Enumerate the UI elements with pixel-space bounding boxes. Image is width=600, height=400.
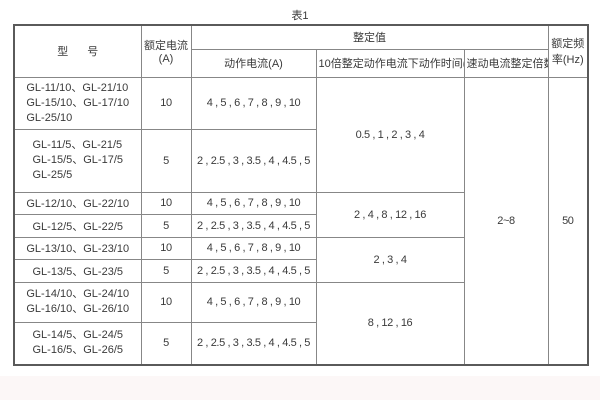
model-cell: GL-13/5、GL-23/5: [13, 258, 142, 283]
operating-current-cell: 2 , 2.5 , 3 , 3.5 , 4 , 4.5 , 5: [190, 321, 317, 366]
model-line: GL-15/10、GL-17/10: [26, 96, 130, 109]
model-cell: GL-13/10、GL-23/10: [13, 236, 142, 260]
model-line: GL-16/10、GL-26/10: [26, 303, 130, 315]
model-line: GL-11/5、GL-21/5: [32, 139, 123, 151]
operating-time-cell: 0.5 , 1 , 2 , 3 , 4: [315, 76, 465, 193]
model-cell: GL-14/5、GL-24/5 GL-16/5、GL-26/5: [13, 321, 142, 366]
model-cell: GL-12/5、GL-22/5: [13, 213, 142, 238]
header-model: 型 号: [13, 24, 142, 78]
rated-current-cell: 10: [140, 236, 192, 260]
model-line: GL-11/10、GL-21/10: [26, 81, 129, 94]
model-line: GL-25/10: [26, 111, 73, 124]
rated-current-cell: 10: [140, 76, 192, 130]
rated-current-cell: 5: [140, 213, 192, 238]
model-line: GL-25/5: [32, 169, 73, 181]
operating-current-cell: 4 , 5 , 6 , 7 , 8 , 9 , 10: [190, 236, 317, 260]
rated-current-cell: 10: [140, 191, 192, 215]
rated-current-cell: 10: [140, 281, 192, 323]
header-rated-current: 额定电流(A): [140, 24, 192, 78]
operating-current-cell: 4 , 5 , 6 , 7 , 8 , 9 , 10: [190, 191, 317, 215]
operating-current-cell: 2 , 2.5 , 3 , 3.5 , 4 , 4.5 , 5: [190, 258, 317, 283]
spec-table: 型 号 额定电流(A) 整定值 额定频率(Hz) 动作电流(A) 10倍整定动作…: [13, 24, 590, 366]
rated-current-cell: 5: [140, 321, 192, 366]
model-line: GL-14/5、GL-24/5: [32, 329, 124, 342]
header-quick-current-multiple: 速动电流整定倍数: [463, 48, 549, 78]
table-caption: 表1: [291, 10, 309, 22]
model-cell: GL-12/10、GL-22/10: [13, 191, 142, 215]
operating-time-cell: 2 , 4 , 8 , 12 , 16: [315, 191, 465, 238]
operating-current-cell: 4 , 5 , 6 , 7 , 8 , 9 , 10: [190, 76, 317, 130]
table-row: GL-14/5、GL-24/5 GL-16/5、GL-26/5 5 2 , 2.…: [13, 321, 588, 366]
operating-current-cell: 2 , 2.5 , 3 , 3.5 , 4 , 4.5 , 5: [190, 128, 317, 193]
rated-current-cell: 5: [140, 128, 192, 193]
footer-gap: [0, 366, 600, 376]
table-row: GL-13/5、GL-23/5 5 2 , 2.5 , 3 , 3.5 , 4 …: [13, 258, 588, 283]
header-setting-value: 整定值: [190, 24, 549, 50]
frequency-cell: 50: [547, 76, 589, 366]
table-row: GL-14/10、GL-24/10 GL-16/10、GL-26/10 10 4…: [13, 281, 588, 366]
header-row-1: 型 号 额定电流(A) 整定值 额定频率(Hz): [13, 24, 589, 78]
model-cell: GL-11/10、GL-21/10 GL-15/10、GL-17/10 GL-2…: [13, 76, 142, 130]
operating-current-cell: 2 , 2.5 , 3 , 3.5 , 4 , 4.5 , 5: [190, 213, 317, 238]
model-cell: GL-14/10、GL-24/10 GL-16/10、GL-26/10: [13, 281, 142, 323]
operating-time-cell: 8 , 12 , 16: [315, 281, 465, 366]
footer-strip: [0, 376, 600, 400]
rated-current-cell: 5: [140, 258, 192, 283]
header-operating-current: 动作电流(A): [190, 48, 317, 78]
model-line: GL-14/10、GL-24/10: [26, 288, 130, 300]
model-cell: GL-11/5、GL-21/5 GL-15/5、GL-17/5 GL-25/5: [13, 128, 142, 193]
model-line: GL-15/5、GL-17/5: [32, 154, 124, 166]
header-row-2: 动作电流(A) 10倍整定动作电流下动作时间(S) 速动电流整定倍数: [14, 48, 588, 78]
table-row: GL-11/5、GL-21/5 GL-15/5、GL-17/5 GL-25/5 …: [13, 128, 588, 193]
header-operating-time: 10倍整定动作电流下动作时间(S): [315, 48, 465, 78]
operating-time-cell: 2 , 3 , 4: [315, 236, 465, 283]
model-line: GL-16/5、GL-26/5: [32, 344, 124, 357]
table-row: GL-11/10、GL-21/10 GL-15/10、GL-17/10 GL-2…: [13, 76, 589, 366]
header-rated-frequency: 额定频率(Hz): [547, 24, 589, 78]
operating-current-cell: 4 , 5 , 6 , 7 , 8 , 9 , 10: [190, 281, 317, 323]
table-row: GL-13/10、GL-23/10 10 4 , 5 , 6 , 7 , 8 ,…: [13, 236, 588, 283]
quick-multiple-cell: 2~8: [463, 76, 549, 366]
